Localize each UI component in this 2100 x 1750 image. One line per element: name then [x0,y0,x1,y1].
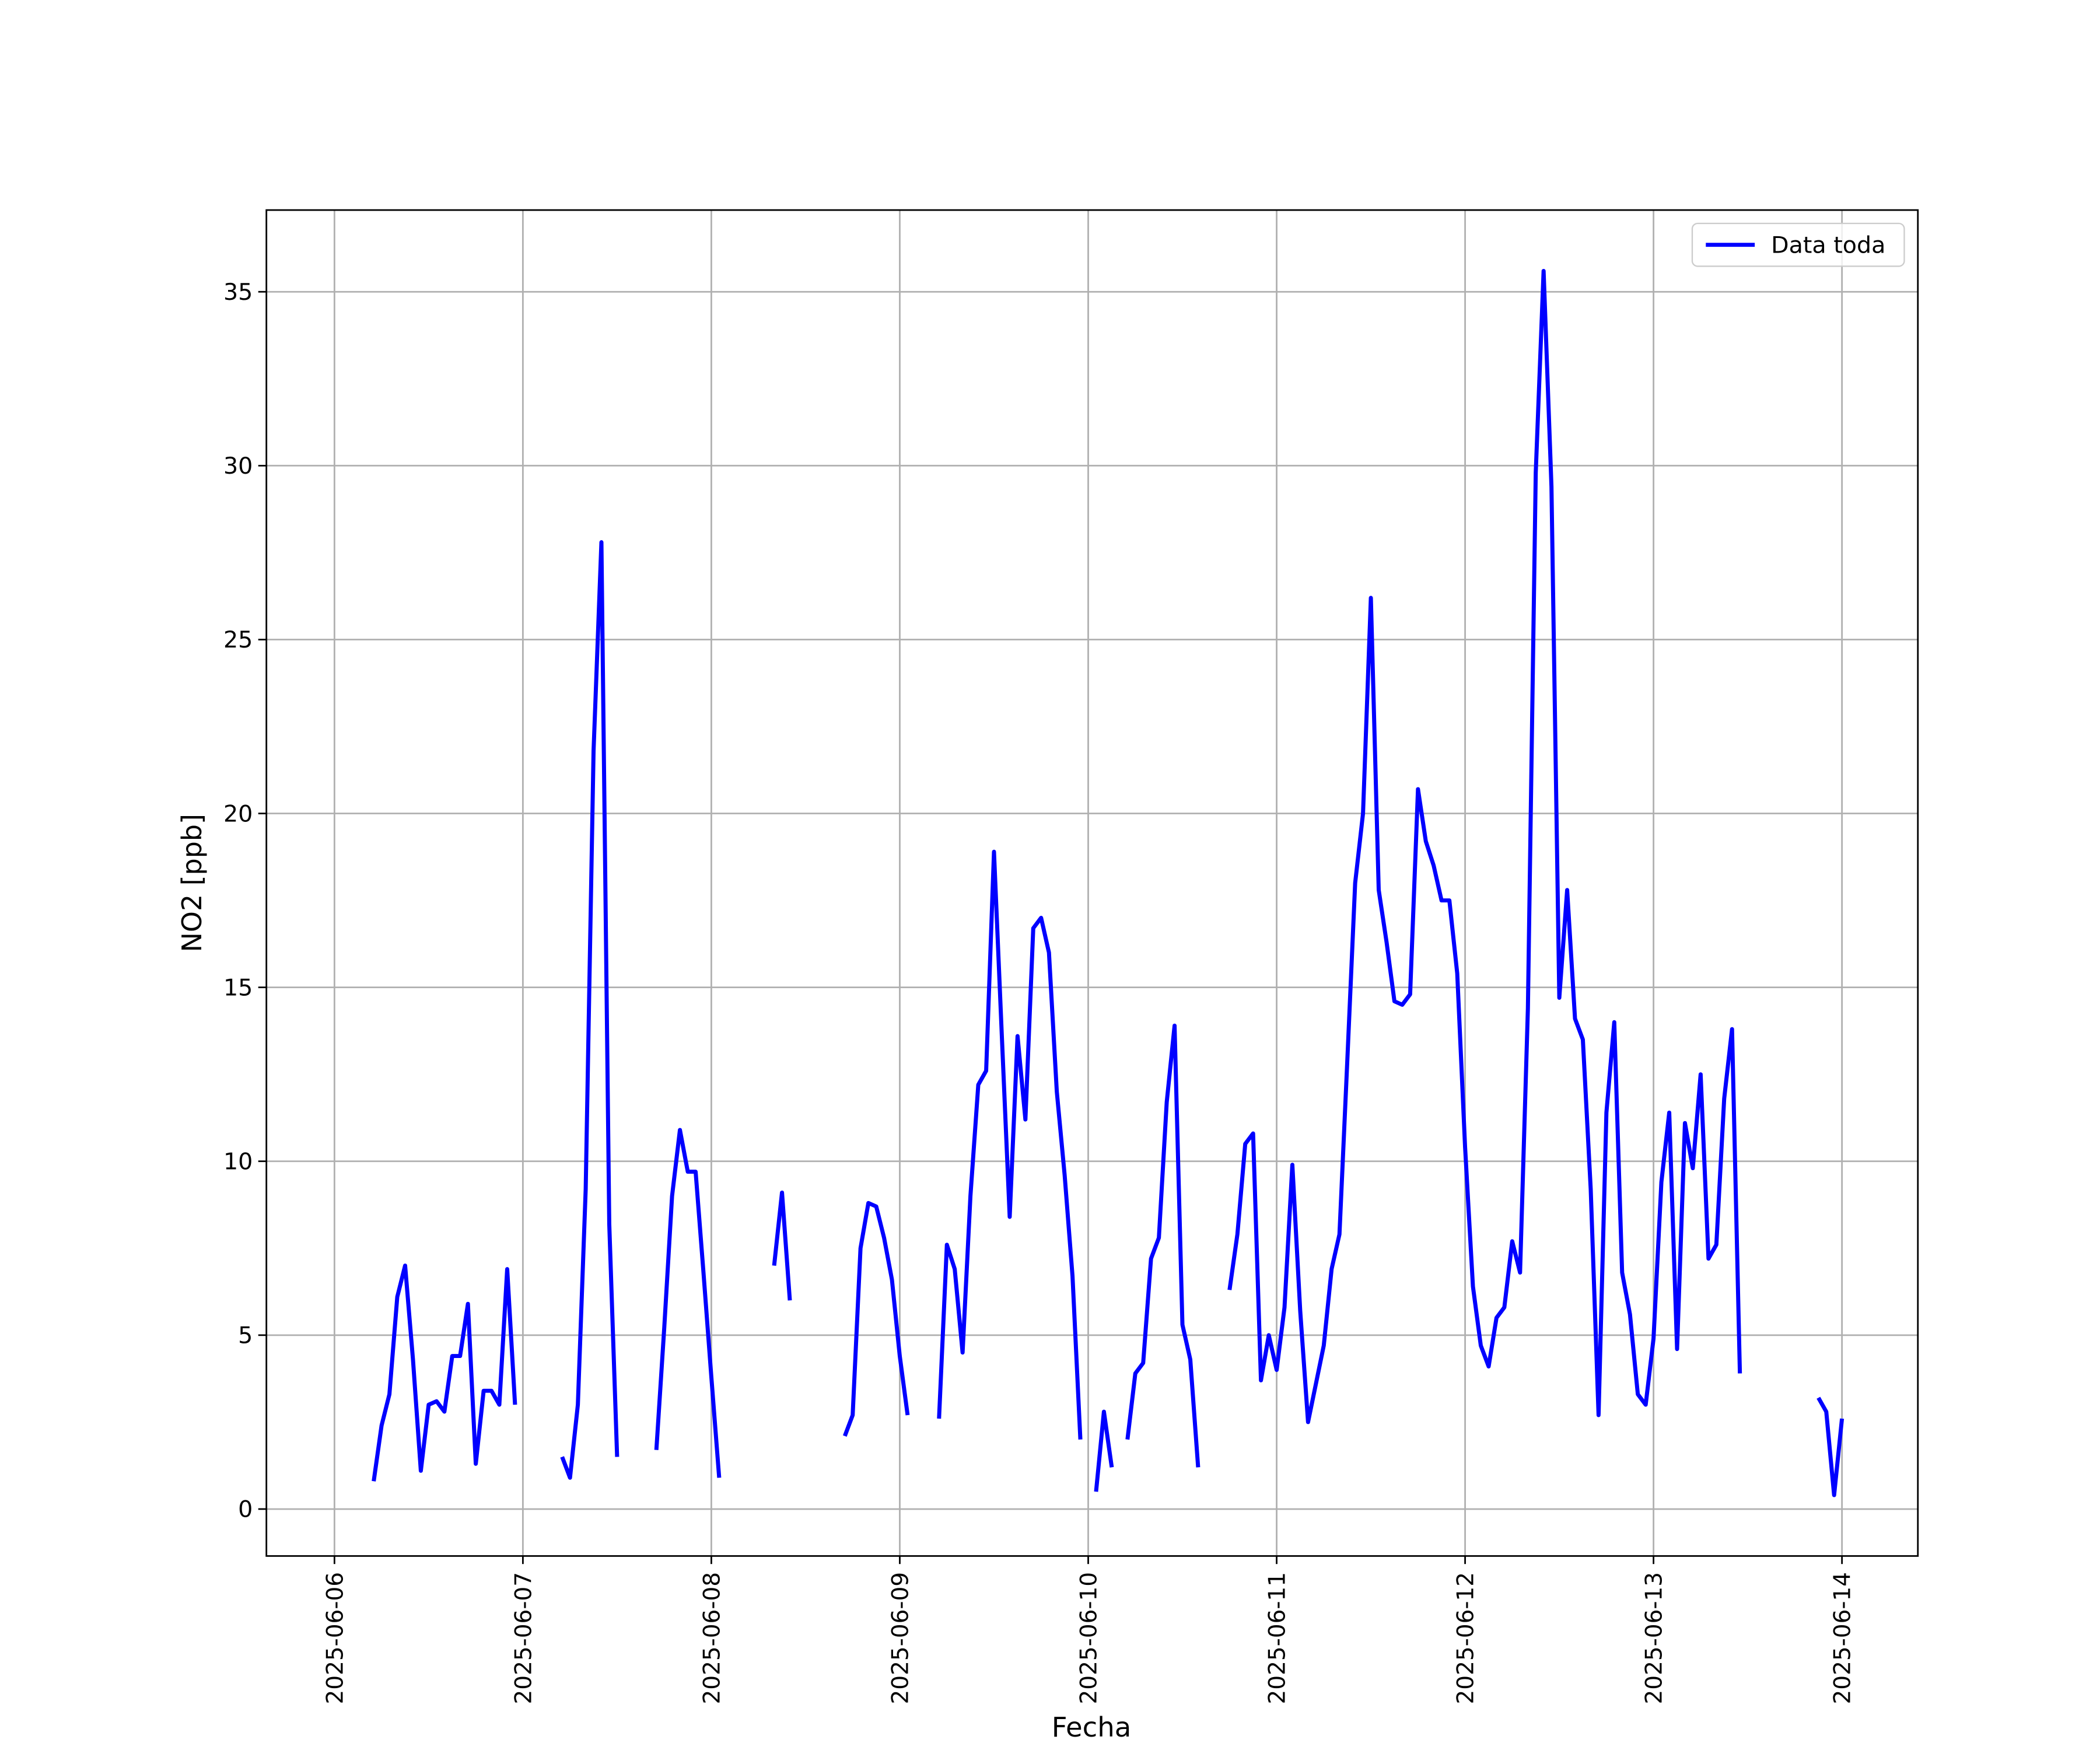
y-tick-label: 35 [223,279,253,306]
data-line [372,268,1845,1497]
y-tick-label: 25 [223,627,253,653]
x-tick-label: 2025-06-09 [887,1572,914,1704]
x-tick-label: 2025-06-07 [510,1572,537,1704]
x-tick-label: 2025-06-10 [1076,1572,1102,1704]
y-tick-label: 20 [223,802,253,828]
y-tick-label: 0 [238,1497,253,1523]
y-axis-label: NO2 [ppb] [176,814,208,952]
x-tick-label: 2025-06-14 [1829,1572,1856,1704]
x-tick-label: 2025-06-12 [1452,1572,1479,1704]
y-tick-label: 10 [223,1149,253,1175]
y-tick-label: 30 [223,453,253,480]
x-tick-label: 2025-06-13 [1641,1572,1667,1704]
grid [266,210,1918,1556]
x-axis-label: Fecha [1052,1712,1132,1743]
legend-box [1691,222,1905,267]
y-tick-label: 5 [238,1323,253,1349]
x-tick-label: 2025-06-11 [1264,1572,1290,1704]
axes-frame [265,209,1919,1557]
x-tick-label: 2025-06-06 [322,1572,348,1704]
y-tick-label: 15 [223,975,253,1002]
plot [372,268,1845,1497]
legend-label: Data toda [1771,233,1885,259]
x-tick-label: 2025-06-08 [699,1572,725,1704]
legend: Data toda [1691,222,1905,267]
